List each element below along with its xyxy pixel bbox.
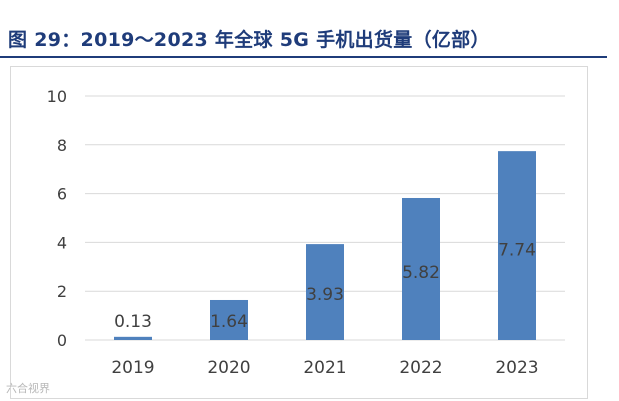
x-tick-label: 2022 (399, 358, 442, 378)
y-tick-label: 6 (57, 185, 67, 204)
data-labels: 0.13 1.64 3.93 5.82 7.74 (114, 240, 536, 331)
y-tick-label: 10 (47, 87, 67, 106)
figure-title: 图 29：2019～2023 年全球 5G 手机出货量（亿部） (8, 29, 490, 51)
bar (306, 244, 344, 340)
x-tick-label: 2021 (303, 358, 346, 378)
x-tick-label: 2019 (111, 358, 154, 378)
data-label: 5.82 (402, 263, 440, 283)
x-tick-label: 2020 (207, 358, 250, 378)
bar (402, 197, 440, 340)
watermark-text: 六合视界 (6, 382, 50, 395)
data-label: 0.13 (114, 312, 152, 332)
data-label: 1.64 (210, 312, 248, 332)
x-axis-tick-labels: 2019 2020 2021 2022 2023 (111, 358, 538, 378)
y-axis-tick-labels: 0 2 4 6 8 10 (47, 87, 67, 350)
y-tick-label: 0 (57, 331, 67, 350)
data-label: 7.74 (498, 240, 536, 260)
y-tick-label: 2 (57, 282, 67, 301)
bar (210, 299, 248, 340)
x-tick-label: 2023 (495, 358, 538, 378)
bar (498, 151, 536, 340)
data-label: 3.93 (306, 285, 344, 305)
y-tick-label: 8 (57, 136, 67, 155)
bar (114, 336, 152, 340)
bars (114, 151, 536, 340)
chart-frame (10, 66, 588, 399)
title-divider (0, 56, 607, 58)
y-tick-label: 4 (57, 233, 67, 252)
